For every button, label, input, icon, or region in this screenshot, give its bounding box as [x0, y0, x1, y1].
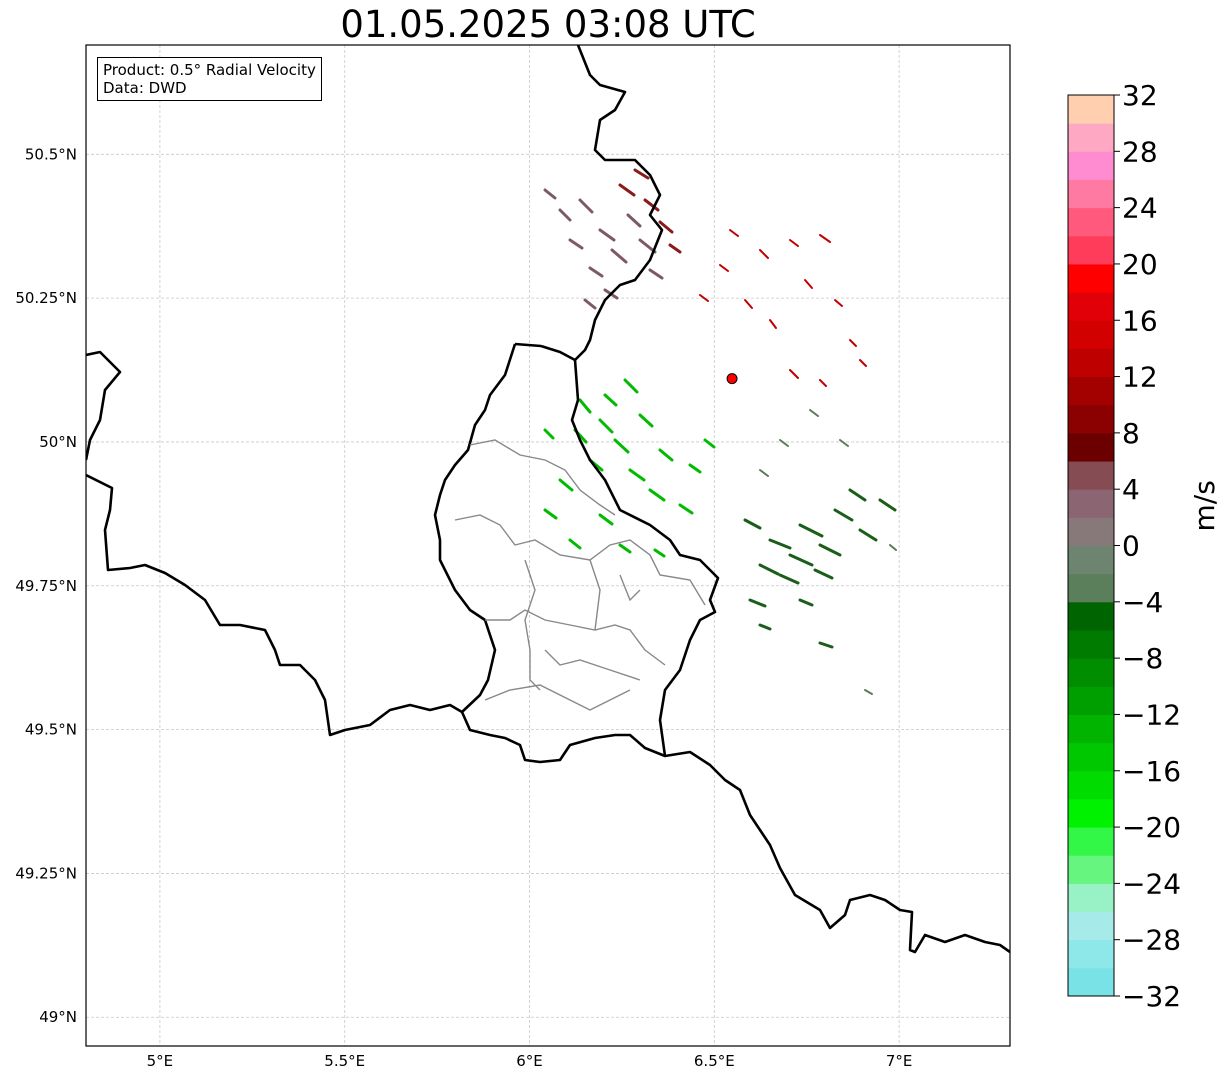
colorbar-segment: [1068, 123, 1114, 152]
chart-title: 01.05.2025 03:08 UTC: [340, 3, 756, 46]
colorbar-segment: [1068, 320, 1114, 349]
echo-cluster-north: [543, 188, 664, 310]
lon-tick-label: 5°E: [147, 1052, 174, 1070]
district-borders: [454, 439, 706, 711]
colorbar-tick-label: −12: [1122, 698, 1181, 731]
lat-tick-label: 50.25°N: [15, 289, 77, 307]
lon-tick-label: 6°E: [516, 1052, 543, 1070]
colorbar-tick-label: 8: [1122, 417, 1140, 450]
colorbar-segment: [1068, 95, 1114, 124]
colorbar-segment: [1068, 967, 1114, 997]
echo-cluster-east-gray: [759, 409, 897, 695]
colorbar-segment: [1068, 545, 1114, 575]
product-info-box: Product: 0.5° Radial Velocity Data: DWD: [97, 57, 322, 101]
colorbar-segment: [1068, 489, 1114, 518]
radar-velocity-echoes: [543, 168, 897, 695]
colorbar-segment: [1068, 883, 1114, 913]
echo-cluster-north-dark: [618, 168, 682, 254]
lon-tick-label: 6.5°E: [694, 1052, 735, 1070]
lon-tick-label: 7°E: [886, 1052, 913, 1070]
echo-cluster-green: [543, 378, 716, 558]
lat-tick-label: 50.5°N: [25, 145, 77, 163]
colorbar-segment: [1068, 432, 1114, 462]
colorbar-segment: [1068, 911, 1114, 941]
colorbar-segment: [1068, 517, 1114, 546]
echo-cluster-southeast: [743, 488, 897, 649]
map-frame: [85, 44, 1011, 1047]
colorbar-segment: [1068, 207, 1114, 237]
data-source-label: Data: DWD: [103, 79, 187, 97]
colorbar-segment: [1068, 292, 1114, 321]
echo-cluster-east-red: [699, 229, 867, 387]
product-label: Product: 0.5° Radial Velocity: [103, 61, 316, 79]
colorbar-segment: [1068, 601, 1114, 631]
colorbar-tick-label: 28: [1122, 135, 1158, 168]
colorbar-segment: [1068, 348, 1114, 378]
lat-tick-label: 49.5°N: [25, 721, 77, 739]
longitude-tick-labels: 5°E 5.5°E 6°E 6.5°E 7°E: [147, 1052, 913, 1070]
colorbar-segment: [1068, 798, 1114, 828]
colorbar-segment: [1068, 855, 1114, 884]
colorbar: 32 28 24 20 16 12 8 4 0 −4 −8 −12 −16 −20 −24 −28 −32: [1067, 79, 1181, 1013]
colorbar-tick-label: −32: [1122, 980, 1181, 1013]
country-borders: [86, 45, 1010, 954]
colorbar-tick-label: −4: [1122, 586, 1163, 619]
colorbar-tick-label: −16: [1122, 755, 1181, 788]
colorbar-segment: [1068, 235, 1114, 265]
colorbar-tick-label: 4: [1122, 473, 1140, 506]
colorbar-tick-label: 20: [1122, 248, 1158, 281]
colorbar-tick-label: 24: [1122, 192, 1158, 225]
colorbar-unit-label: m/s: [1188, 480, 1221, 532]
map-gridlines: [86, 45, 1010, 1046]
lat-tick-label: 50°N: [39, 433, 77, 451]
colorbar-segment: [1068, 461, 1114, 490]
lat-tick-label: 49.75°N: [15, 577, 77, 595]
latitude-tick-labels: 49°N 49.25°N 49.5°N 49.75°N 50°N 50.25°N 50.5°…: [15, 145, 77, 1026]
lat-tick-label: 49°N: [39, 1008, 77, 1026]
colorbar-segment: [1068, 376, 1114, 406]
colorbar-tick-label: 32: [1122, 79, 1158, 112]
colorbar-segment: [1068, 770, 1114, 800]
radar-site-marker: [726, 373, 738, 385]
colorbar-tick-label: −28: [1122, 924, 1181, 957]
colorbar-segment: [1068, 179, 1114, 209]
colorbar-segment: [1068, 629, 1114, 659]
colorbar-tick-label: 16: [1122, 304, 1158, 337]
colorbar-tick-label: −24: [1122, 867, 1181, 900]
colorbar-segment: [1068, 742, 1114, 772]
colorbar-segment: [1068, 573, 1114, 603]
lat-tick-label: 49.25°N: [15, 864, 77, 882]
colorbar-segment: [1068, 263, 1114, 293]
colorbar-segment: [1068, 939, 1114, 969]
colorbar-segment: [1068, 404, 1114, 434]
colorbar-tick-label: 12: [1122, 361, 1158, 394]
colorbar-tick-label: −20: [1122, 811, 1181, 844]
colorbar-tick-label: −8: [1122, 642, 1163, 675]
colorbar-segment: [1068, 658, 1114, 687]
colorbar-segment: [1068, 686, 1114, 715]
colorbar-segment: [1068, 827, 1114, 856]
colorbar-tick-label: 0: [1122, 530, 1140, 563]
colorbar-segment: [1068, 151, 1114, 180]
lon-tick-label: 5.5°E: [324, 1052, 365, 1070]
colorbar-segment: [1068, 714, 1114, 744]
